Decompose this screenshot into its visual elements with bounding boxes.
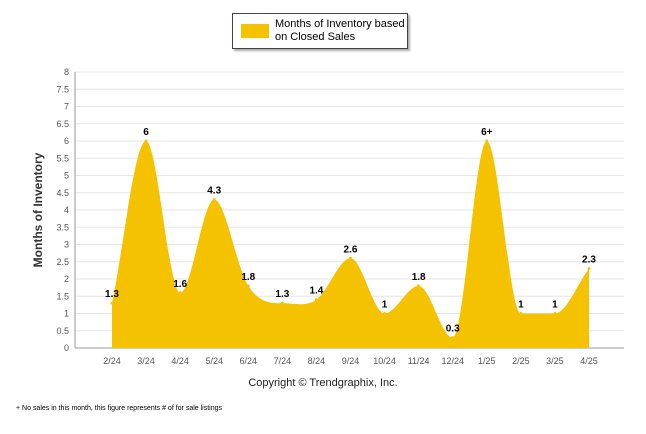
data-label: 1 (518, 300, 524, 311)
data-label: 2.6 (344, 244, 358, 255)
legend-swatch (241, 24, 269, 38)
y-tick-label: 5.5 (56, 153, 69, 163)
data-label: 1.6 (173, 279, 187, 290)
y-tick-label: 0 (64, 343, 69, 353)
x-tick-label: 7/24 (274, 356, 292, 366)
data-label: 1.8 (412, 272, 426, 283)
data-label: 4.3 (207, 186, 221, 197)
data-point (383, 312, 387, 315)
data-label: 6+ (481, 127, 493, 138)
copyright-text: Copyright © Trendgraphix, Inc. (248, 377, 398, 389)
x-tick-label: 9/24 (342, 356, 360, 366)
y-tick-label: 4.5 (56, 188, 69, 198)
legend: Months of Inventory based on Closed Sale… (232, 13, 408, 49)
data-label: 1.3 (105, 289, 119, 300)
y-tick-label: 4 (64, 205, 69, 215)
x-tick-label: 5/24 (205, 356, 223, 366)
data-point (485, 139, 489, 143)
footnote: + No sales in this month, this figure re… (16, 405, 223, 412)
data-label: 2.3 (582, 255, 596, 266)
area-fill (112, 141, 589, 348)
y-tick-label: 7.5 (56, 84, 69, 94)
data-label: 1.4 (309, 286, 323, 297)
data-point (349, 256, 352, 260)
y-tick-label: 6.5 (56, 119, 69, 129)
data-point (587, 267, 591, 271)
x-tick-label: 4/25 (580, 356, 598, 366)
y-tick-label: 3 (64, 240, 69, 250)
x-tick-label: 6/24 (240, 356, 258, 366)
data-point (110, 301, 114, 305)
data-label: 6 (143, 127, 149, 138)
x-tick-label: 11/24 (408, 356, 430, 366)
x-tick-label: 4/24 (171, 356, 189, 366)
legend-label: Months of Inventory based on Closed Sale… (275, 18, 405, 43)
x-tick-label: 8/24 (308, 356, 326, 366)
data-point (144, 139, 148, 143)
y-tick-label: 1 (64, 309, 69, 319)
y-tick-label: 2 (64, 274, 69, 284)
y-axis-label: Months of Inventory (31, 152, 45, 267)
y-tick-label: 1.5 (56, 291, 69, 301)
data-label: 1.8 (241, 272, 255, 283)
data-point (212, 198, 216, 202)
x-tick-label: 2/25 (512, 356, 530, 366)
y-tick-label: 2.5 (56, 257, 69, 267)
data-label: 1 (552, 300, 558, 311)
y-tick-label: 7 (64, 102, 69, 112)
data-point (553, 312, 557, 315)
data-labels: 1.3 6 1.6 4.3 1.8 1.3 1.4 2.6 1 1.8 0.3 6+ 1 1 2.3 (105, 127, 596, 335)
x-tick-label: 2/24 (103, 356, 121, 366)
y-tick-label: 8 (64, 67, 69, 77)
data-point (451, 336, 455, 340)
x-axis-ticks: 2/24 3/24 4/24 5/24 6/24 7/24 8/24 9/24 10/24 11/… (103, 356, 598, 366)
x-tick-label: 3/25 (546, 356, 564, 366)
data-point (246, 284, 250, 288)
x-tick-label: 12/24 (441, 356, 464, 366)
data-label: 0.3 (446, 324, 460, 335)
y-axis-ticks: 0 0.5 1 1.5 2 2.5 3 3.5 4 4.5 5 5.5 6 6.5 7 7.5 8 (56, 67, 69, 353)
data-point (178, 291, 182, 295)
data-point (280, 301, 284, 305)
data-point (519, 312, 523, 315)
y-tick-label: 6 (64, 136, 69, 146)
y-tick-label: 3.5 (56, 222, 69, 232)
data-label: 1 (382, 300, 388, 311)
y-tick-label: 0.5 (56, 326, 69, 336)
data-point (314, 298, 318, 302)
data-label: 1.3 (275, 289, 289, 300)
y-tick-label: 5 (64, 171, 69, 181)
x-tick-label: 1/25 (478, 356, 496, 366)
data-point (417, 284, 421, 288)
x-tick-label: 10/24 (373, 356, 396, 366)
area-series (110, 139, 591, 348)
x-tick-label: 3/24 (137, 356, 155, 366)
